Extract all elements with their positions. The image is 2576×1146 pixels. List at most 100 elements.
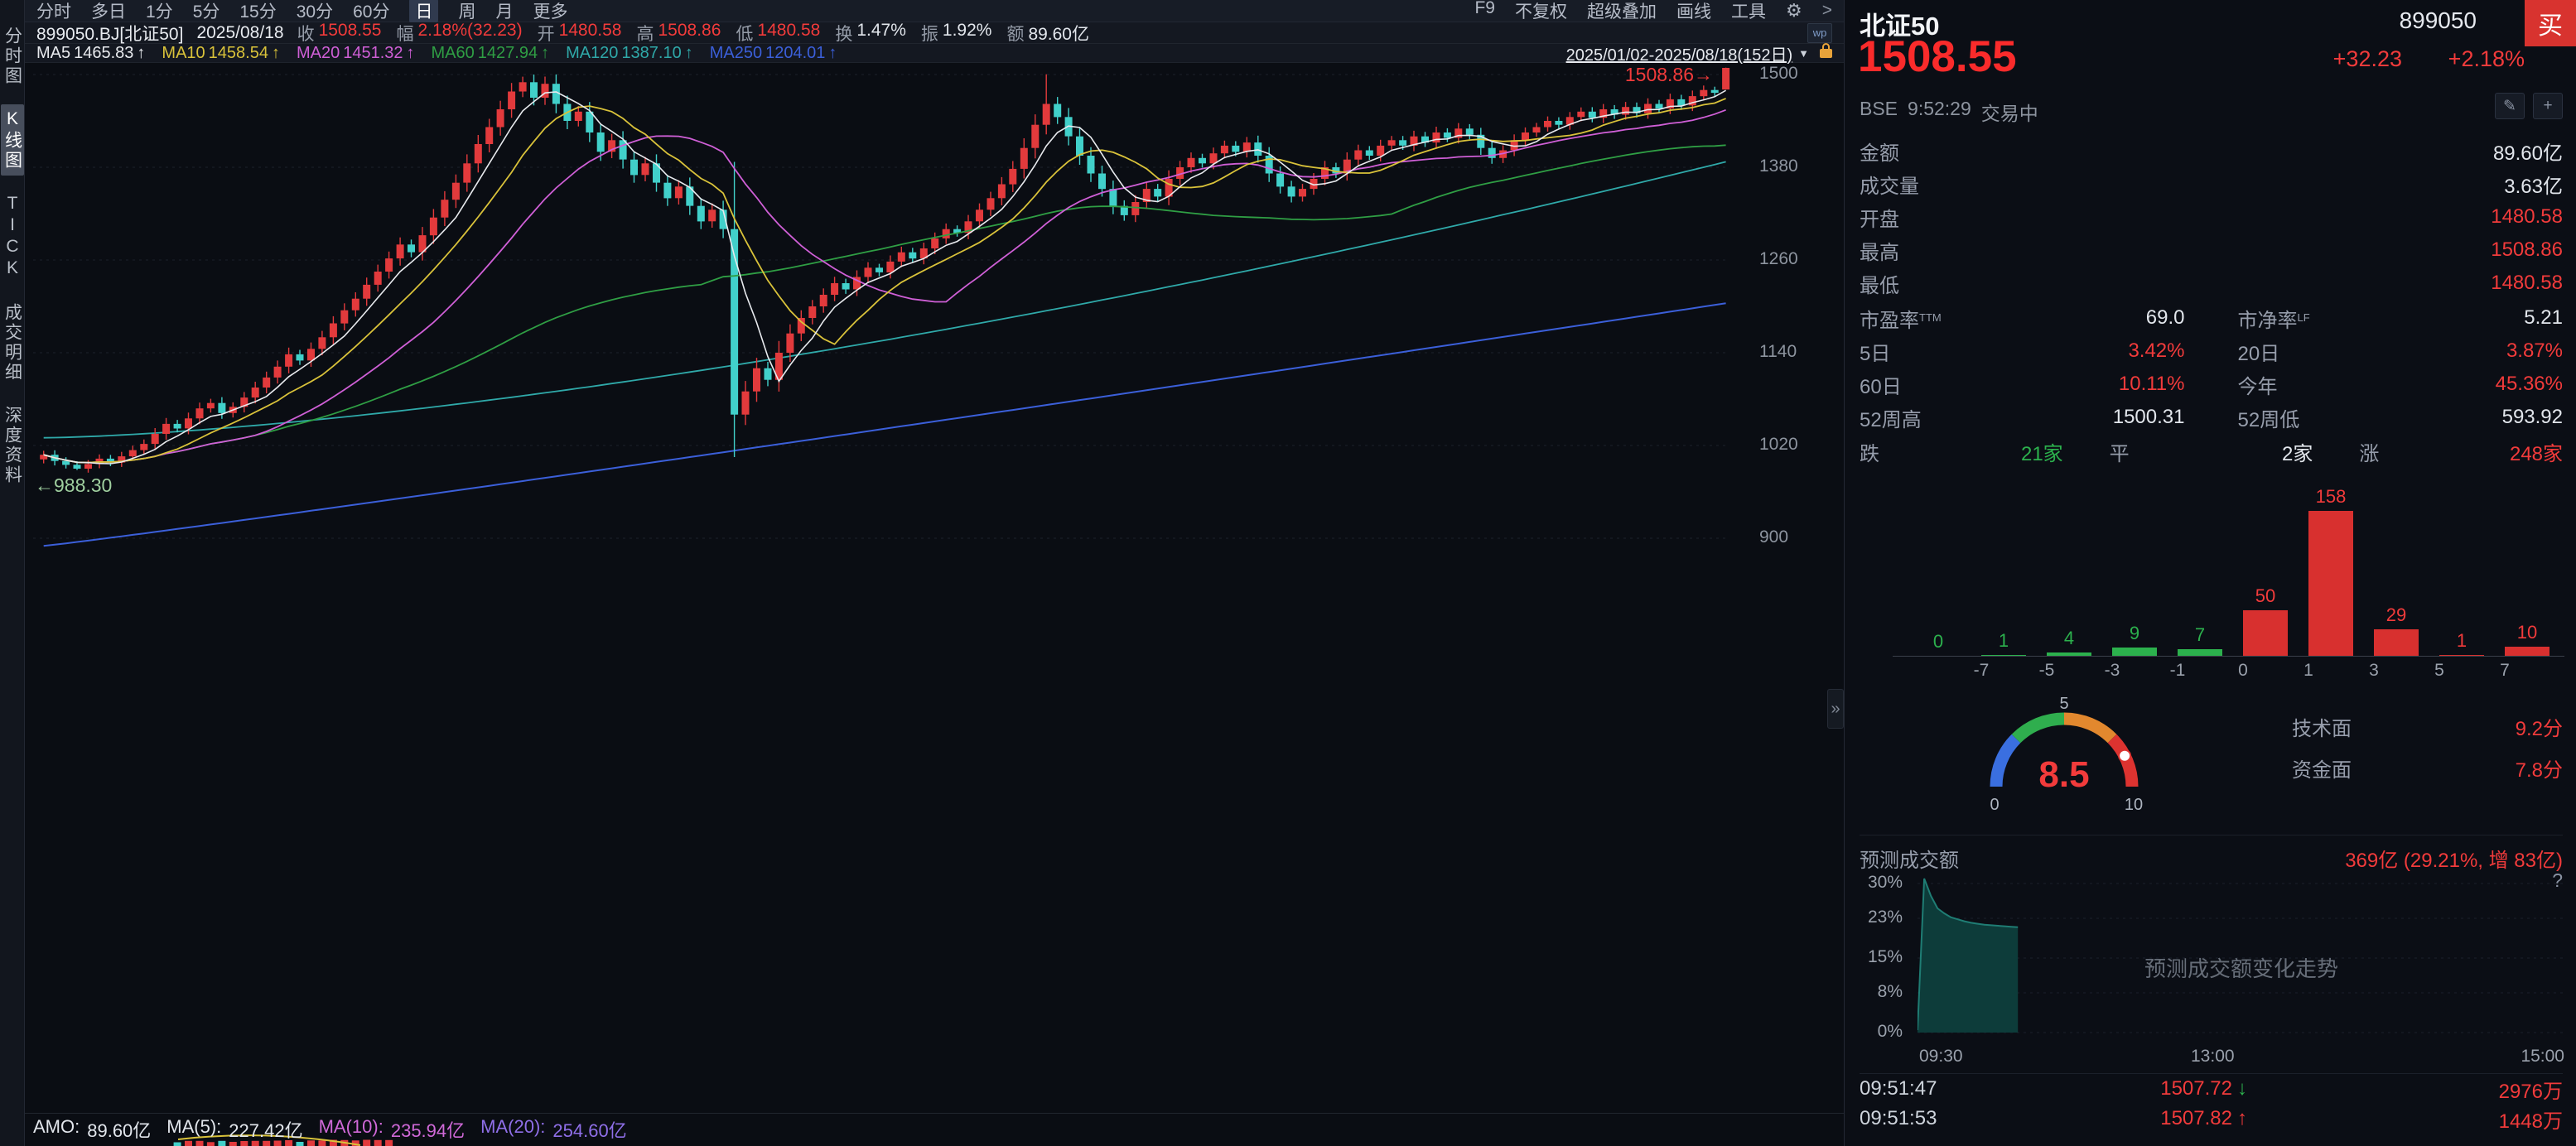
flat-label: 平 [2109,443,2130,465]
toolbar-item-4[interactable]: 工具 [1731,2,1766,22]
period-tab-0[interactable]: 分时 [36,2,71,22]
kv-label: 60日 [1860,370,1902,399]
toolbar-item-2[interactable]: 超级叠加 [1587,2,1657,22]
distribution-count: 9 [2129,623,2140,643]
histogram-baseline [1893,656,2564,657]
ma-trend-arrow: ↑ [684,43,693,62]
add-icon[interactable]: + [2533,93,2563,119]
down-label: 跌 [1860,443,1879,465]
price-axis-label: 1020 [1759,435,1798,454]
ma-value: 1204.01 [765,43,826,62]
kv-pair-cell: 60日 10.11% [1860,370,2185,399]
info-field[interactable]: 振 1.92% [921,21,992,46]
toolbar-item-1[interactable]: 不复权 [1515,2,1567,22]
kv-label-text: 5日 [1860,342,1891,365]
kv-pair-row: 5日 3.42% 20日 3.87% [1860,335,2563,368]
technical-label: 技术面 [2292,717,2352,740]
period-tab-10[interactable]: 更多 [533,2,568,22]
info-field[interactable]: 低 1480.58 [736,21,820,46]
help-icon[interactable]: ? [2552,869,2563,891]
distribution-bar [1981,655,2026,656]
price-change-pct: +2.18% [2448,46,2525,71]
collapse-panel-button[interactable]: » [1827,689,1844,729]
ma-legend-item: MA120 1387.10 ↑ [566,44,693,63]
period-tab-5[interactable]: 30分 [296,2,334,22]
distribution-bar [2047,652,2091,656]
period-tab-7[interactable]: 日 [409,0,439,23]
period-tab-6[interactable]: 60分 [353,2,390,22]
tab-kline[interactable]: K线图 [0,104,24,176]
kv-value: 89.60亿 [2492,142,2563,165]
toolbar-item-3[interactable]: 画线 [1676,2,1711,22]
tab-minute-chart[interactable]: 分时图 [2,26,22,86]
period-tab-2[interactable]: 1分 [146,2,173,22]
period-tab-3[interactable]: 5分 [192,2,220,22]
info-field[interactable]: 高 1508.86 [637,21,721,46]
quote-info-bar: 899050.BJ[北证50] 2025/08/18 收 1508.55 幅 2.18… [25,21,1844,46]
date-range-label[interactable]: 2025/01/02-2025/08/18(152日) [1565,46,1793,65]
ma-trend-arrow: ↑ [137,43,146,62]
tab-trade-detail[interactable]: 成交明细 [2,303,22,383]
vol-ma5-label: MA(5): [166,1116,222,1137]
ma-trend-arrow: ↑ [271,43,280,62]
exchange-label: BSE [1860,98,1898,119]
info-field[interactable]: 开 1480.58 [538,21,622,46]
distribution-axis-label: 5 [2434,661,2444,680]
ma-value: 1387.10 [621,43,682,62]
buy-button[interactable]: 买 [2525,0,2576,46]
period-tab-4[interactable]: 15分 [239,2,277,22]
distribution-bar [2178,649,2222,656]
kv-pair-row: 市盈率TTM 69.0 市净率LF 5.21 [1860,301,2563,335]
distribution-bar [2374,629,2419,656]
chevron-right-icon[interactable]: > [1821,1,1832,20]
gain-distribution-histogram: 0 1 4 9 7 50 158 29 1 10 -7 -5 -3 -1 0 1 3 5 7 [1860,464,2564,680]
info-field[interactable]: 幅 2.18%(32.23) [396,21,522,46]
toolbar-item-0[interactable]: F9 [1474,0,1495,17]
info-field[interactable]: 收 1508.55 [297,21,382,46]
chart-watermark: 预测成交额变化走势 [2144,956,2338,981]
ohlc-fields: 收 1508.55 幅 2.18%(32.23) 开 1480.58 高 1508.86 低 14… [297,21,1089,46]
tab-depth-info[interactable]: 深度资料 [2,406,22,485]
tick-row[interactable]: 09:51:53 1507.82 ↑ 1448万 [1860,1104,2563,1134]
forecast-label: 预测成交额 [1860,850,1959,872]
kv-row: 成交量 3.63亿 [1860,167,2563,200]
kv-label: 金额 [1860,142,1899,165]
mini-chart-y-label: 0% [1877,1022,1903,1041]
vol-ma10-label: MA(10): [318,1116,384,1137]
date-range-selector[interactable]: 2025/01/02-2025/08/18(152日) ▼ [1566,41,1832,65]
wp-badge-icon[interactable]: wp [1807,22,1832,43]
period-tab-8[interactable]: 周 [458,2,476,22]
caret-down-icon[interactable]: ▼ [1798,46,1809,60]
period-tab-9[interactable]: 月 [495,2,514,22]
info-field-value: 1480.58 [558,20,622,40]
ma-label: MA120 [566,43,619,62]
chart-high-annotation: 1508.86→ [1625,64,1713,85]
gear-icon[interactable]: ⚙ [1786,0,1802,21]
index-code: 899050 [2399,7,2477,33]
kline-chart[interactable]: 1508.86→ ←988.30 [25,63,1844,1146]
kv-value: 3.42% [2128,339,2185,362]
ma-trend-arrow: ↑ [828,43,837,62]
symbol-label: 899050.BJ[北证50] [36,24,184,44]
kv-value: 1480.58 [2491,272,2563,294]
tick-volume: 2976万 [2498,1080,2563,1103]
distribution-axis-label: -3 [2104,661,2120,680]
capital-label: 资金面 [2292,758,2352,782]
period-tabs: 分时 多日 1分 5分 15分 30分 60分日周月更多 [36,0,567,23]
capital-value: 7.8分 [2515,758,2563,782]
gauge-marker-dot [2118,749,2132,763]
edit-icon[interactable]: ✎ [2495,93,2525,119]
info-field[interactable]: 换 1.47% [835,21,906,46]
info-field[interactable]: 额 89.60亿 [1006,21,1089,46]
kv-pair-row: 60日 10.11% 今年 45.36% [1860,368,2563,401]
kv-row: 最高 1508.86 [1860,234,2563,267]
info-field-label: 换 [835,24,853,44]
tick-row[interactable]: 09:51:47 1507.72 ↓ 2976万 [1860,1074,2563,1104]
tick-price: 1507.72 [2160,1077,2232,1100]
lock-icon[interactable] [1820,42,1832,58]
distribution-count: 1 [1998,630,2009,651]
index-name: 北证50 [1860,12,1940,41]
kv-label: 今年 [2238,370,2278,399]
period-tab-1[interactable]: 多日 [91,2,126,22]
tab-tick[interactable]: TICK [2,194,22,280]
